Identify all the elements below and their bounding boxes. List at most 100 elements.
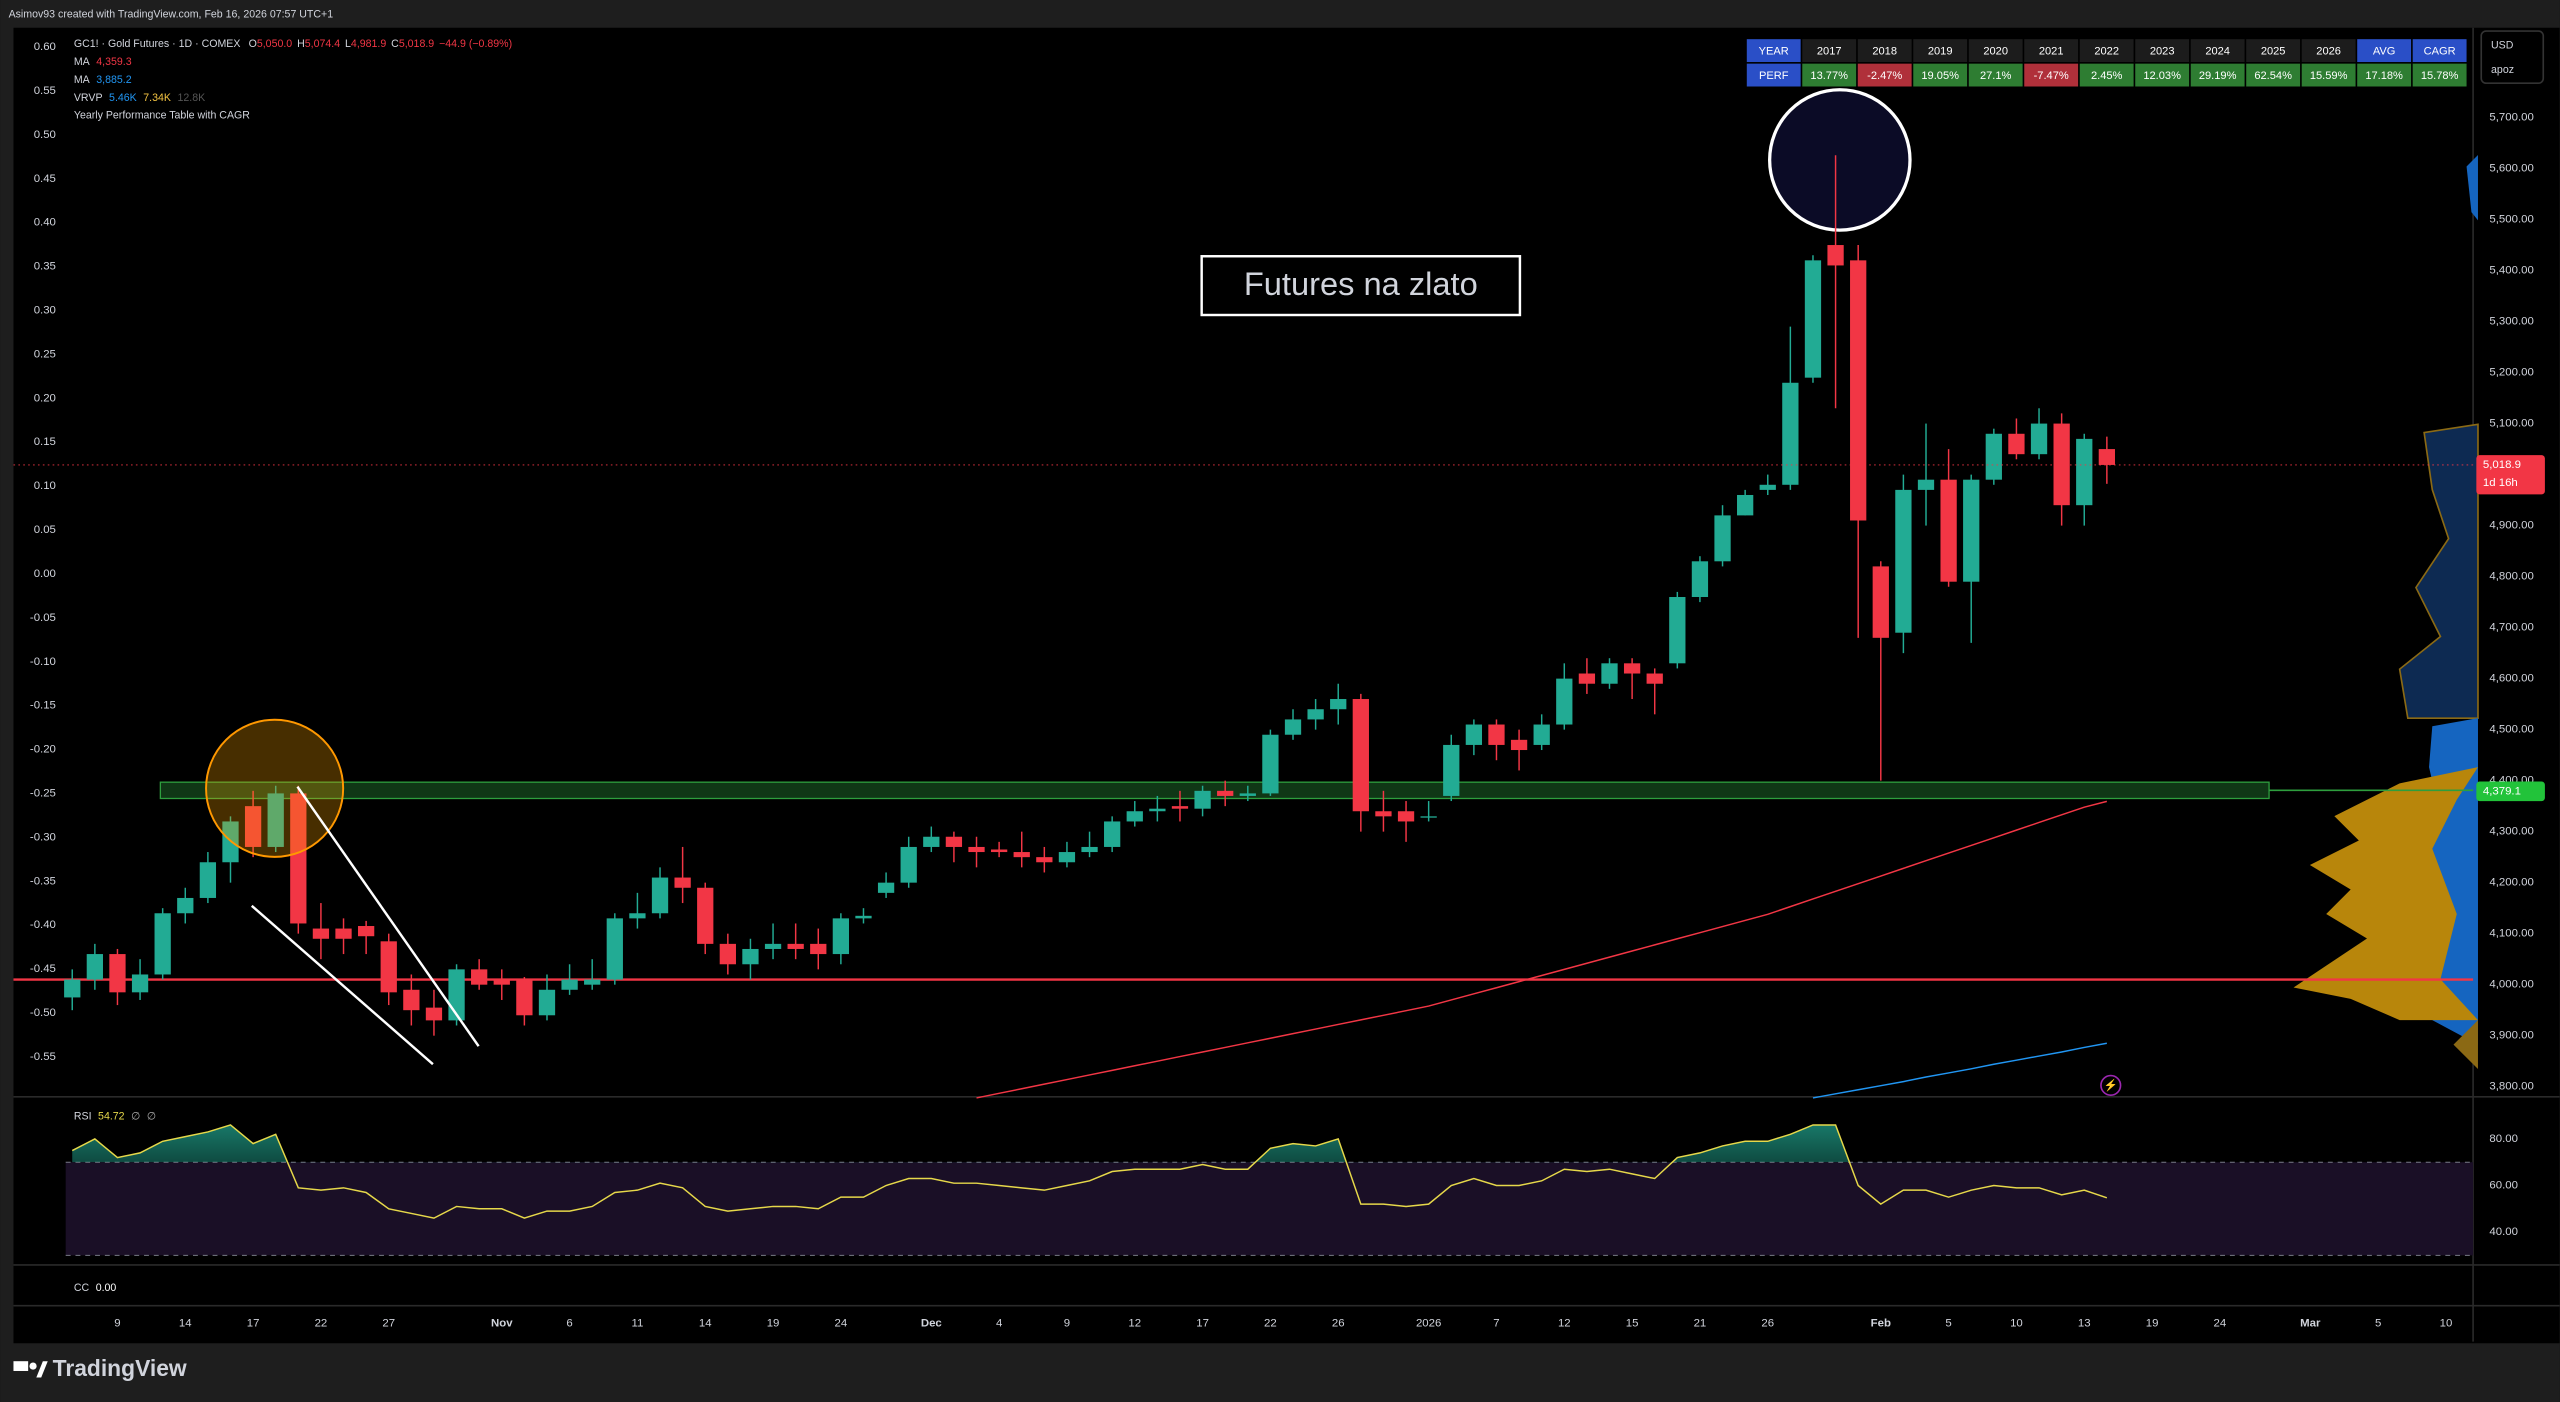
y-tick-label: 4,300.00 [2489,826,2533,838]
table-cell-text: 19.05% [1921,70,1959,82]
table-cell-text: 2026 [2316,45,2341,57]
cc-value: 0.00 [96,1282,117,1294]
candle-body [1985,433,2002,480]
currency[interactable]: USD [2491,39,2514,51]
candle-body [425,1007,443,1021]
table-cell [1913,39,1968,63]
table-cell-text: AVG [2373,45,2396,57]
highlight-circle [205,718,345,858]
rsi-overbought-fill [72,1124,1850,1163]
legend-line: MA 4,359.3 [74,56,132,68]
candle-body [1759,484,1776,490]
y2-tick-label: 0.10 [34,480,56,492]
x-tick-label: 27 [382,1318,395,1330]
x-tick-label: 22 [1264,1318,1277,1330]
y-tick-label: 5,300.00 [2489,316,2533,328]
currency-box[interactable] [2480,30,2545,85]
candle-body [764,943,782,949]
credit: Asimov93 created with TradingView.com, F… [9,8,334,20]
candle-body [923,836,940,847]
rsi-line [71,1124,2108,1219]
x-tick-label: 14 [179,1318,192,1330]
x-tick-label: 12 [1558,1318,1571,1330]
x-tick-label: 19 [2146,1318,2159,1330]
candle-body [1737,494,1754,516]
legend-line: GC1! · Gold Futures · 1D · COMEX O5,050.0… [74,38,512,50]
x-tick-label: 2026 [1416,1318,1441,1330]
candle-body [719,943,736,965]
x-tick-label: 9 [114,1318,120,1330]
trend-line [250,904,434,1066]
alert-icon-glyph[interactable]: ⚡ [2104,1078,2118,1092]
x-tick-label: 24 [835,1318,848,1330]
table-cell [2246,63,2301,87]
table-cell [2357,39,2412,63]
candle-body [2076,438,2093,506]
table-cell-text: -7.47% [2034,70,2069,82]
ohlc-key: O [249,38,257,50]
y-tick-label: 3,800.00 [2489,1081,2533,1093]
y-tick-label: 4,800.00 [2489,571,2533,583]
candle-body [832,918,850,955]
y2-tick-label: 0.50 [34,129,56,141]
legend-line: CC 0.00 [74,1282,117,1294]
table-cell [2357,63,2412,87]
table-cell-text: 2021 [2039,45,2064,57]
ma-value: 4,359.3 [96,56,131,68]
x-tick-label: 10 [2440,1318,2453,1330]
candle-body [1262,734,1279,794]
x-tick-label: 21 [1694,1318,1707,1330]
candle-body [1533,724,1550,745]
trend-line [296,785,480,1047]
legend-line: RSI 54.72 ∅ ∅ [74,1110,156,1122]
candle-body [945,836,963,847]
brand: TradingView [53,1355,187,1381]
candle-body [1013,852,1030,858]
table-cell-text: 15.78% [2421,70,2459,82]
x-tick-label: 15 [1626,1318,1639,1330]
table-cell [1968,63,2023,87]
table-cell-text: 13.77% [1810,70,1848,82]
ma-key: MA [74,56,91,68]
ohlc-value: 5,074.4 [305,38,340,50]
candle-body [1307,709,1324,720]
legend-line: VRVP 5.46K 7.34K 12.8K [74,92,205,104]
candle-body [538,989,556,1016]
ohlc-key: L [345,38,351,50]
table-cell [2079,63,2134,87]
table-cell-text: CAGR [2424,45,2456,57]
x-tick-label: 11 [631,1318,643,1330]
rsi-tick-label: 60.00 [2489,1180,2518,1192]
y-tick-label: 5,100.00 [2489,418,2533,430]
alert-icon[interactable] [2100,1074,2122,1096]
y2-tick-label: 0.55 [34,85,56,97]
y2-tick-label: 0.35 [34,261,56,273]
x-tick-label: 26 [1761,1318,1774,1330]
vrvp-value: 5.46K [109,92,137,104]
table-cell [2190,39,2245,63]
candle-body [877,882,895,893]
table-cell [1913,63,1968,87]
rsi-na: ∅ [131,1110,140,1122]
volume-profile [2293,155,2479,1070]
x-tick-label: Nov [491,1318,513,1330]
drawings: Futures na zlato ⚡ [205,255,2122,1096]
candle-body [244,806,262,847]
x-tick-label: Mar [2300,1318,2321,1330]
candle-body [471,969,488,985]
candle-body [1194,790,1211,809]
currency-unit[interactable]: apoz [2491,64,2514,76]
candle-body [2053,423,2070,506]
candle-body [2008,433,2025,455]
table-cell [2412,39,2467,63]
table-cell-text: 27.1% [1980,70,2012,82]
y-tick-label: 4,500.00 [2489,724,2533,736]
change: −44.9 (−0.89%) [439,38,512,50]
candle-body [267,793,284,847]
candle-body [131,974,149,993]
table-cell [1968,39,2023,63]
y2-tick-label: 0.05 [34,524,56,536]
ohlc-value: 4,981.9 [351,38,386,50]
